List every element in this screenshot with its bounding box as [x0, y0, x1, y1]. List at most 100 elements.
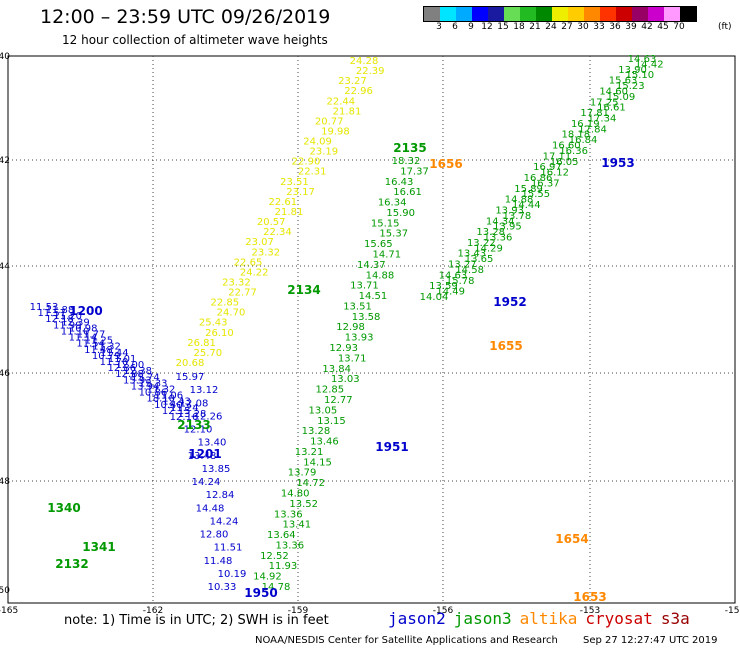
wave-height-point: 14.88: [366, 270, 395, 281]
legend-s3a: s3a: [660, 609, 690, 628]
wave-height-point: 12.39: [61, 317, 90, 328]
wave-height-point: 15.15: [371, 218, 400, 229]
wave-height-point: 12.80: [200, 530, 229, 541]
wave-height-point: 14.24: [210, 516, 239, 527]
wave-height-point: 26.81: [187, 338, 216, 349]
wave-height-point: 15.89: [514, 184, 543, 195]
footnote: note: 1) Time is in UTC; 2) SWH is in fe…: [64, 613, 329, 628]
latitude-label: -40: [0, 52, 10, 62]
wave-height-point: 23.32: [222, 277, 251, 288]
color-swatch: [552, 7, 568, 21]
wave-height-point: 13.15: [317, 416, 346, 427]
latitude-label: -46: [0, 369, 10, 379]
color-swatch: [632, 7, 648, 21]
color-scale-bar: [423, 6, 697, 22]
color-scale-label: 27: [561, 22, 573, 32]
wave-height-point: 15.10: [625, 70, 654, 81]
legend-jason3: jason3: [453, 609, 512, 628]
wave-height-point: 23.27: [338, 76, 367, 87]
wave-height-point: 10.79: [92, 351, 121, 362]
wave-height-point: 11.48: [204, 556, 233, 567]
wave-height-point: 16.61: [393, 187, 422, 198]
wave-height-point: 16.37: [531, 178, 560, 189]
wave-height-point: 21.81: [275, 207, 304, 218]
wave-height-point: 11.06: [154, 391, 183, 402]
color-swatch: [424, 7, 440, 21]
wave-height-point: 19.98: [321, 126, 350, 137]
wave-height-point: 13.22: [467, 238, 496, 249]
wave-height-point: 16.19: [571, 119, 600, 130]
wave-height-point: 22.31: [298, 167, 327, 178]
wave-height-point: 13.78: [503, 211, 532, 222]
longitude-label: -156: [433, 606, 454, 616]
wave-height-point: 14.58: [455, 265, 484, 276]
wave-height-point: 14.48: [196, 503, 225, 514]
wave-height-point: 13.40: [198, 438, 227, 449]
color-swatch: [600, 7, 616, 21]
color-scale-label: 39: [625, 22, 637, 32]
page-subtitle: 12 hour collection of altimeter wave hei…: [62, 33, 328, 47]
wave-height-point: 13.51: [343, 301, 372, 312]
color-swatch: [456, 7, 472, 21]
wave-height-point: 14.04: [420, 292, 449, 303]
wave-height-point: 26.10: [205, 328, 234, 339]
pass-time-label: 1340: [47, 501, 80, 515]
wave-height-point: 17.34: [588, 114, 617, 125]
wave-height-point: 13.48: [188, 451, 217, 462]
wave-height-point: 13.52: [289, 499, 318, 510]
wave-height-point: 12.86: [107, 363, 136, 374]
generated-timestamp: Sep 27 12:27:47 UTC 2019: [583, 635, 718, 646]
wave-height-point: 13.36: [274, 509, 303, 520]
wave-height-point: 15.63: [609, 76, 638, 87]
wave-height-point: 16.60: [552, 141, 581, 152]
pass-time-label: 1201: [188, 447, 221, 461]
wave-height-point: 14.37: [357, 260, 386, 271]
color-scale-label: 45: [657, 22, 669, 32]
wave-height-point: 14.80: [281, 488, 310, 499]
pass-time-label: 2135: [393, 141, 426, 155]
color-scale-label: 42: [641, 22, 653, 32]
wave-height-point: 12.10: [184, 425, 213, 436]
wave-height-point: 14.34: [486, 216, 515, 227]
color-scale-label: 33: [593, 22, 605, 32]
wave-height-point: 11.54: [76, 339, 105, 350]
wave-height-point: 11.32: [92, 342, 121, 353]
satellite-legend: jason2 jason3 altika cryosat s3a: [388, 609, 698, 628]
wave-height-point: 15.23: [616, 81, 645, 92]
wave-height-point: 13.03: [331, 374, 360, 385]
wave-height-point: 12.38: [123, 366, 152, 377]
color-swatch: [472, 7, 488, 21]
wave-height-point: 14.92: [253, 572, 282, 583]
wave-height-point: 11.10: [61, 326, 90, 337]
wave-height-point: 11.70: [100, 357, 129, 368]
wave-height-point: 13.27: [448, 260, 477, 271]
wave-height-point: 25.70: [193, 348, 222, 359]
wave-height-point: 14.60: [599, 86, 628, 97]
wave-height-point: 13.95: [493, 222, 522, 233]
color-swatch: [488, 7, 504, 21]
wave-height-point: 12.00: [116, 360, 145, 371]
latitude-label: -50: [0, 586, 10, 596]
wave-height-point: 13.36: [276, 540, 305, 551]
wave-height-point: 12.43: [162, 397, 191, 408]
wave-height-point: 10.86: [139, 388, 168, 399]
wave-height-point: 14.42: [635, 59, 664, 70]
wave-height-point: 11.01: [108, 354, 137, 365]
wave-height-point: 11.44: [100, 348, 129, 359]
wave-height-point: 10.19: [218, 569, 247, 580]
pass-time-label: 1655: [489, 339, 522, 353]
wave-height-point: 13.84: [322, 364, 351, 375]
wave-height-point: 12.26: [194, 411, 223, 422]
longitude-label: -159: [288, 606, 309, 616]
color-swatch: [520, 7, 536, 21]
wave-height-point: 15.93: [123, 375, 152, 386]
wave-height-point: 13.59: [429, 281, 458, 292]
wave-height-point: 22.85: [210, 298, 239, 309]
wave-height-point: 13.65: [465, 254, 494, 265]
wave-height-point: 16.12: [540, 168, 569, 179]
pass-time-label: 1341: [82, 540, 115, 554]
wave-height-point: 11.20: [53, 311, 82, 322]
pass-time-label: 2132: [55, 557, 88, 571]
longitude-label: -165: [0, 606, 18, 616]
